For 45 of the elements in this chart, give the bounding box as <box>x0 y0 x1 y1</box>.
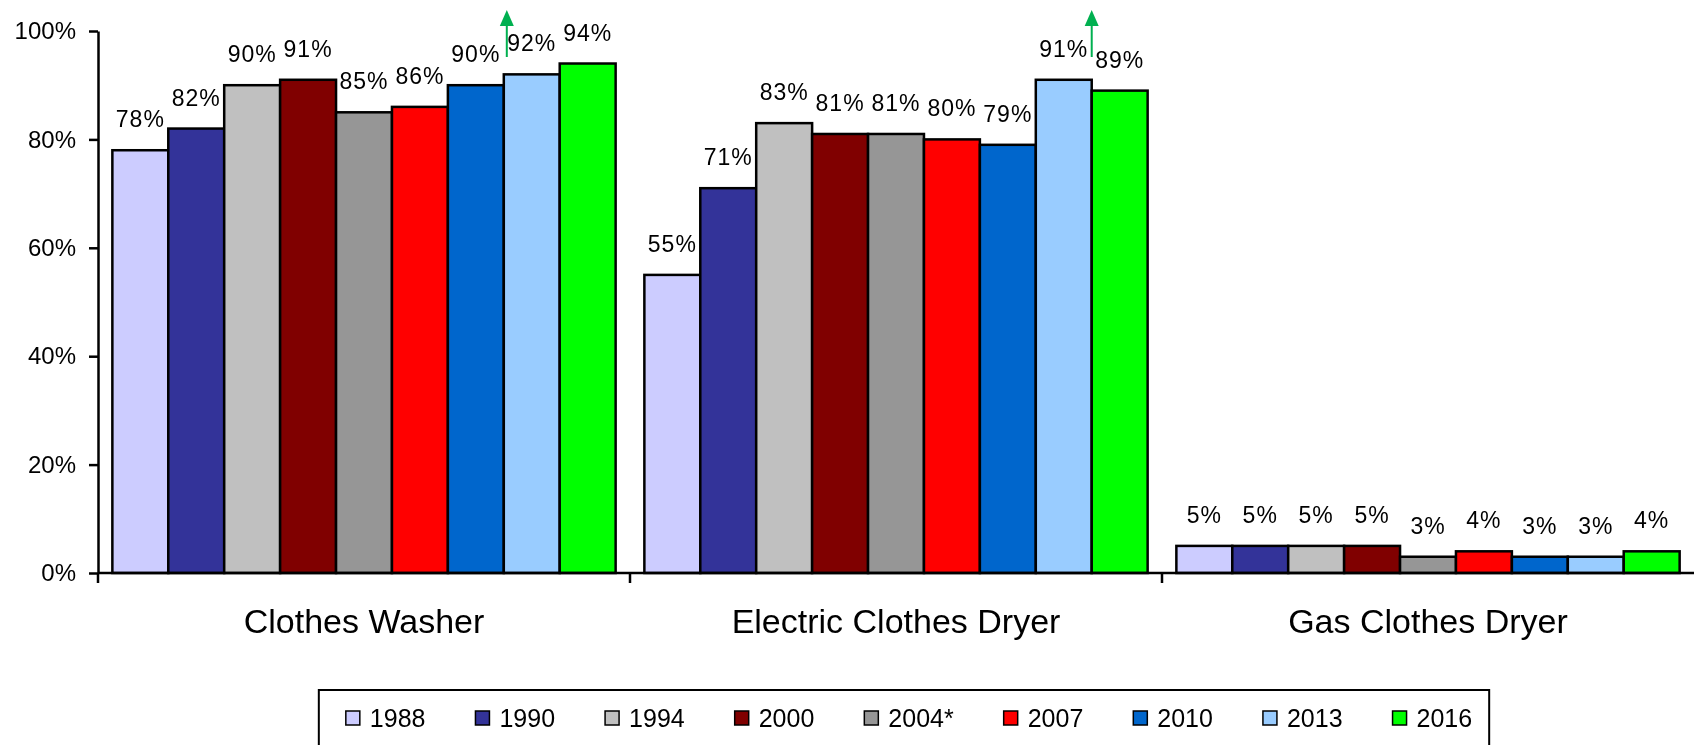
data-label: 86% <box>395 62 445 89</box>
legend-label: 1990 <box>499 704 556 732</box>
y-tick-label: 20% <box>27 450 76 478</box>
data-label: 92% <box>507 30 557 57</box>
data-label: 94% <box>563 19 613 46</box>
y-tick-label: 100% <box>14 17 76 45</box>
legend-label: 2004* <box>888 704 954 732</box>
data-label: 78% <box>115 106 165 133</box>
data-label: 3% <box>1410 512 1446 539</box>
data-label: 5% <box>1186 501 1222 528</box>
data-label: 4% <box>1634 507 1670 534</box>
y-tick-label: 0% <box>41 559 76 587</box>
legend-label: 2000 <box>758 704 815 732</box>
data-label: 71% <box>703 144 753 171</box>
y-tick-label: 80% <box>27 125 76 153</box>
data-label: 5% <box>1354 501 1390 528</box>
legend-label: 2013 <box>1286 704 1343 732</box>
legend-label: 1994 <box>629 704 685 732</box>
data-label: 81% <box>815 89 865 116</box>
legend-label: 2010 <box>1157 704 1213 732</box>
data-label: 55% <box>647 230 697 257</box>
data-label: 3% <box>1522 512 1558 539</box>
data-label: 3% <box>1578 512 1614 539</box>
legend-label: 1988 <box>369 704 426 732</box>
data-label: 5% <box>1298 501 1334 528</box>
data-label: 85% <box>339 68 389 95</box>
data-label: 91% <box>1039 35 1089 62</box>
x-tick-label: Gas Clothes Dryer <box>1288 602 1568 640</box>
data-label: 81% <box>871 89 921 116</box>
data-label: 79% <box>983 100 1033 127</box>
y-tick-label: 40% <box>27 342 76 370</box>
data-label: 4% <box>1466 507 1502 534</box>
data-label: 90% <box>451 41 501 68</box>
data-label: 82% <box>171 84 221 111</box>
data-label: 83% <box>759 79 809 106</box>
x-tick-label: Clothes Washer <box>243 602 485 640</box>
legend-label: 2016 <box>1416 704 1473 732</box>
x-tick-label: Electric Clothes Dryer <box>731 602 1061 640</box>
legend-label: 2007 <box>1027 704 1084 732</box>
data-label: 90% <box>227 41 277 68</box>
data-label: 91% <box>283 35 333 62</box>
data-label: 5% <box>1242 501 1278 528</box>
data-label: 89% <box>1095 46 1145 73</box>
data-label: 80% <box>927 95 977 122</box>
y-tick-label: 60% <box>27 233 76 261</box>
